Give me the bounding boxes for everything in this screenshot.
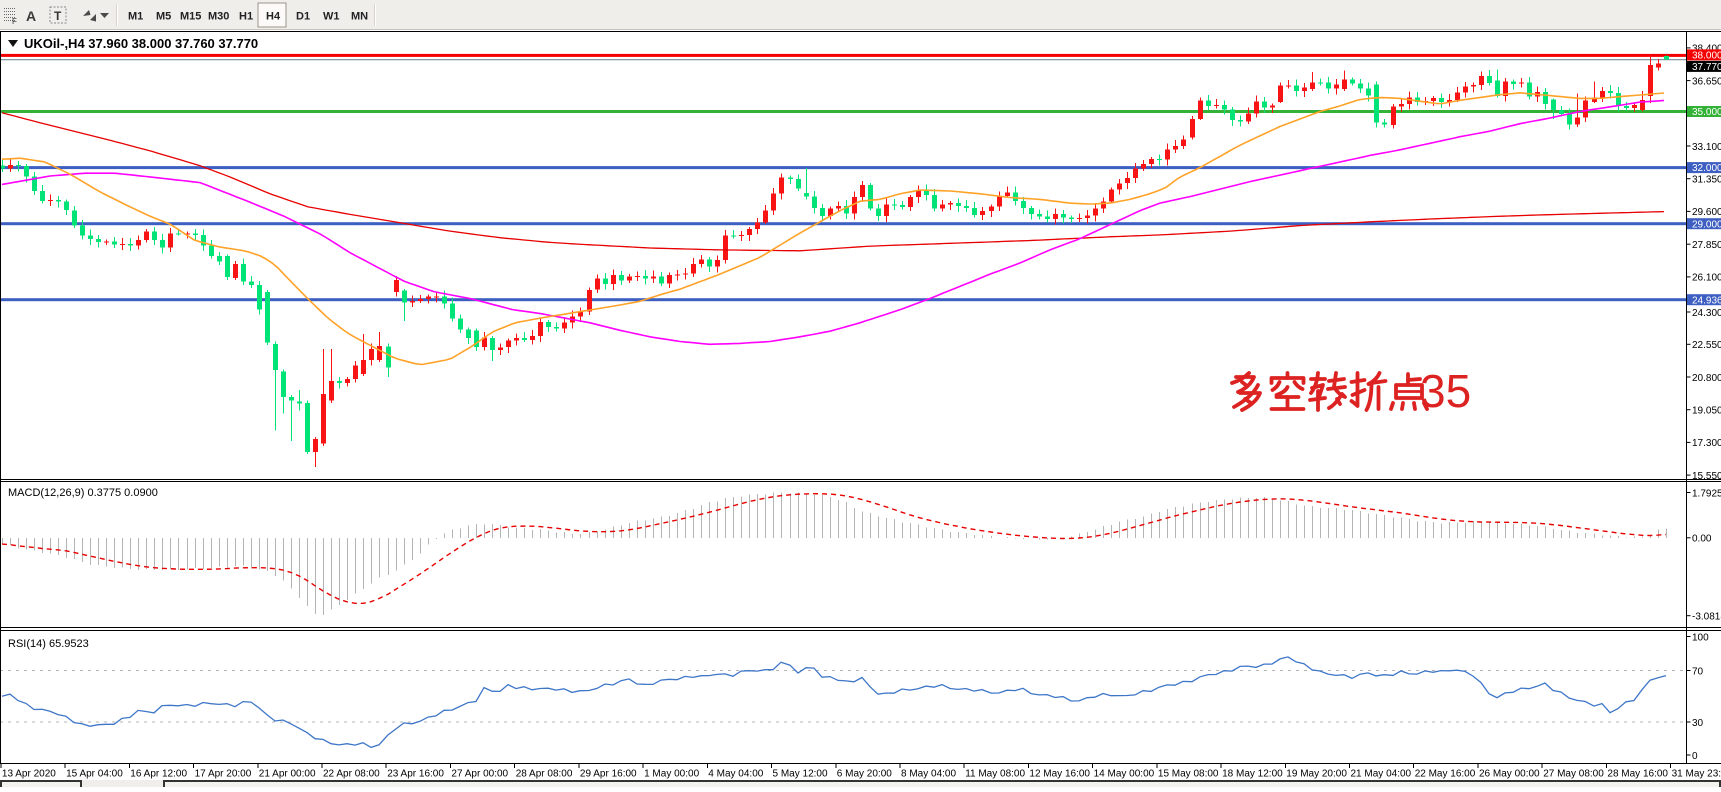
- svg-text:13 Apr 2020: 13 Apr 2020: [2, 769, 56, 780]
- svg-text:22 Apr 08:00: 22 Apr 08:00: [323, 769, 380, 780]
- svg-text:1 May 00:00: 1 May 00:00: [644, 769, 699, 780]
- svg-text:100: 100: [1692, 632, 1709, 643]
- svg-text:M1: M1: [128, 11, 143, 23]
- svg-text:16 Apr 12:00: 16 Apr 12:00: [130, 769, 187, 780]
- svg-text:26.100: 26.100: [1692, 273, 1721, 284]
- svg-text:A: A: [26, 8, 36, 24]
- svg-text:37.770: 37.770: [1692, 62, 1721, 73]
- svg-text:H4: H4: [266, 11, 281, 23]
- svg-text:26 May 00:00: 26 May 00:00: [1479, 769, 1540, 780]
- svg-text:22 May 16:00: 22 May 16:00: [1415, 769, 1476, 780]
- svg-text:M5: M5: [156, 11, 171, 23]
- svg-text:15.550: 15.550: [1692, 471, 1721, 482]
- svg-text:32.000: 32.000: [1692, 163, 1721, 174]
- svg-text:1.7925: 1.7925: [1692, 488, 1721, 499]
- svg-text:27.850: 27.850: [1692, 240, 1721, 251]
- svg-text:35.000: 35.000: [1692, 107, 1721, 118]
- svg-text:MN: MN: [351, 11, 368, 23]
- svg-text:24.936: 24.936: [1692, 295, 1721, 306]
- svg-text:22.550: 22.550: [1692, 340, 1721, 351]
- svg-text:23 Apr 16:00: 23 Apr 16:00: [387, 769, 444, 780]
- svg-text:T: T: [54, 9, 62, 23]
- svg-text:15 May 08:00: 15 May 08:00: [1158, 769, 1219, 780]
- svg-text:28 May 16:00: 28 May 16:00: [1607, 769, 1668, 780]
- svg-text:38.400: 38.400: [1692, 44, 1721, 55]
- svg-text:17 Apr 20:00: 17 Apr 20:00: [195, 769, 252, 780]
- svg-text:F: F: [12, 17, 17, 26]
- svg-text:29 Apr 16:00: 29 Apr 16:00: [580, 769, 637, 780]
- svg-text:27 Apr 00:00: 27 Apr 00:00: [451, 769, 508, 780]
- svg-text:27 May 08:00: 27 May 08:00: [1543, 769, 1604, 780]
- svg-text:14 May 00:00: 14 May 00:00: [1094, 769, 1155, 780]
- svg-text:17.300: 17.300: [1692, 438, 1721, 449]
- svg-text:8 May 04:00: 8 May 04:00: [901, 769, 956, 780]
- svg-text:0: 0: [1692, 751, 1698, 762]
- svg-text:W1: W1: [323, 11, 340, 23]
- svg-text:29.600: 29.600: [1692, 207, 1721, 218]
- svg-text:D1: D1: [296, 11, 310, 23]
- svg-text:19 May 20:00: 19 May 20:00: [1286, 769, 1347, 780]
- svg-text:30: 30: [1692, 718, 1704, 729]
- svg-text:31 May 23:00: 31 May 23:00: [1672, 769, 1721, 780]
- svg-text:M15: M15: [180, 11, 201, 23]
- svg-text:MACD(12,26,9) 0.3775 0.0900: MACD(12,26,9) 0.3775 0.0900: [8, 487, 158, 499]
- svg-text:28 Apr 08:00: 28 Apr 08:00: [516, 769, 573, 780]
- svg-text:6 May 20:00: 6 May 20:00: [837, 769, 892, 780]
- svg-text:29.000: 29.000: [1692, 219, 1721, 230]
- svg-text:12 May 16:00: 12 May 16:00: [1029, 769, 1090, 780]
- svg-text:15 Apr 04:00: 15 Apr 04:00: [66, 769, 123, 780]
- svg-text:31.350: 31.350: [1692, 175, 1721, 186]
- svg-text:33.100: 33.100: [1692, 142, 1721, 153]
- svg-text:0.00: 0.00: [1692, 534, 1712, 545]
- svg-text:11 May 08:00: 11 May 08:00: [965, 769, 1025, 780]
- svg-text:20.800: 20.800: [1692, 373, 1721, 384]
- svg-text:RSI(14) 65.9523: RSI(14) 65.9523: [8, 638, 89, 650]
- svg-text:-3.0818: -3.0818: [1692, 612, 1721, 623]
- svg-text:5 May 12:00: 5 May 12:00: [773, 769, 828, 780]
- svg-text:21 May 04:00: 21 May 04:00: [1351, 769, 1412, 780]
- svg-text:35: 35: [1420, 365, 1471, 417]
- svg-text:70: 70: [1692, 666, 1704, 677]
- svg-text:M30: M30: [208, 11, 229, 23]
- svg-text:18 May 12:00: 18 May 12:00: [1222, 769, 1283, 780]
- svg-text:21 Apr 00:00: 21 Apr 00:00: [259, 769, 316, 780]
- svg-text:19.050: 19.050: [1692, 406, 1721, 417]
- svg-text:24.300: 24.300: [1692, 308, 1721, 319]
- svg-text:36.650: 36.650: [1692, 76, 1721, 87]
- svg-text:4 May 04:00: 4 May 04:00: [708, 769, 763, 780]
- svg-text:H1: H1: [239, 11, 253, 23]
- svg-text:UKOil-,H4 37.960 38.000 37.760: UKOil-,H4 37.960 38.000 37.760 37.770: [24, 36, 258, 51]
- svg-text:38.000: 38.000: [1692, 51, 1721, 62]
